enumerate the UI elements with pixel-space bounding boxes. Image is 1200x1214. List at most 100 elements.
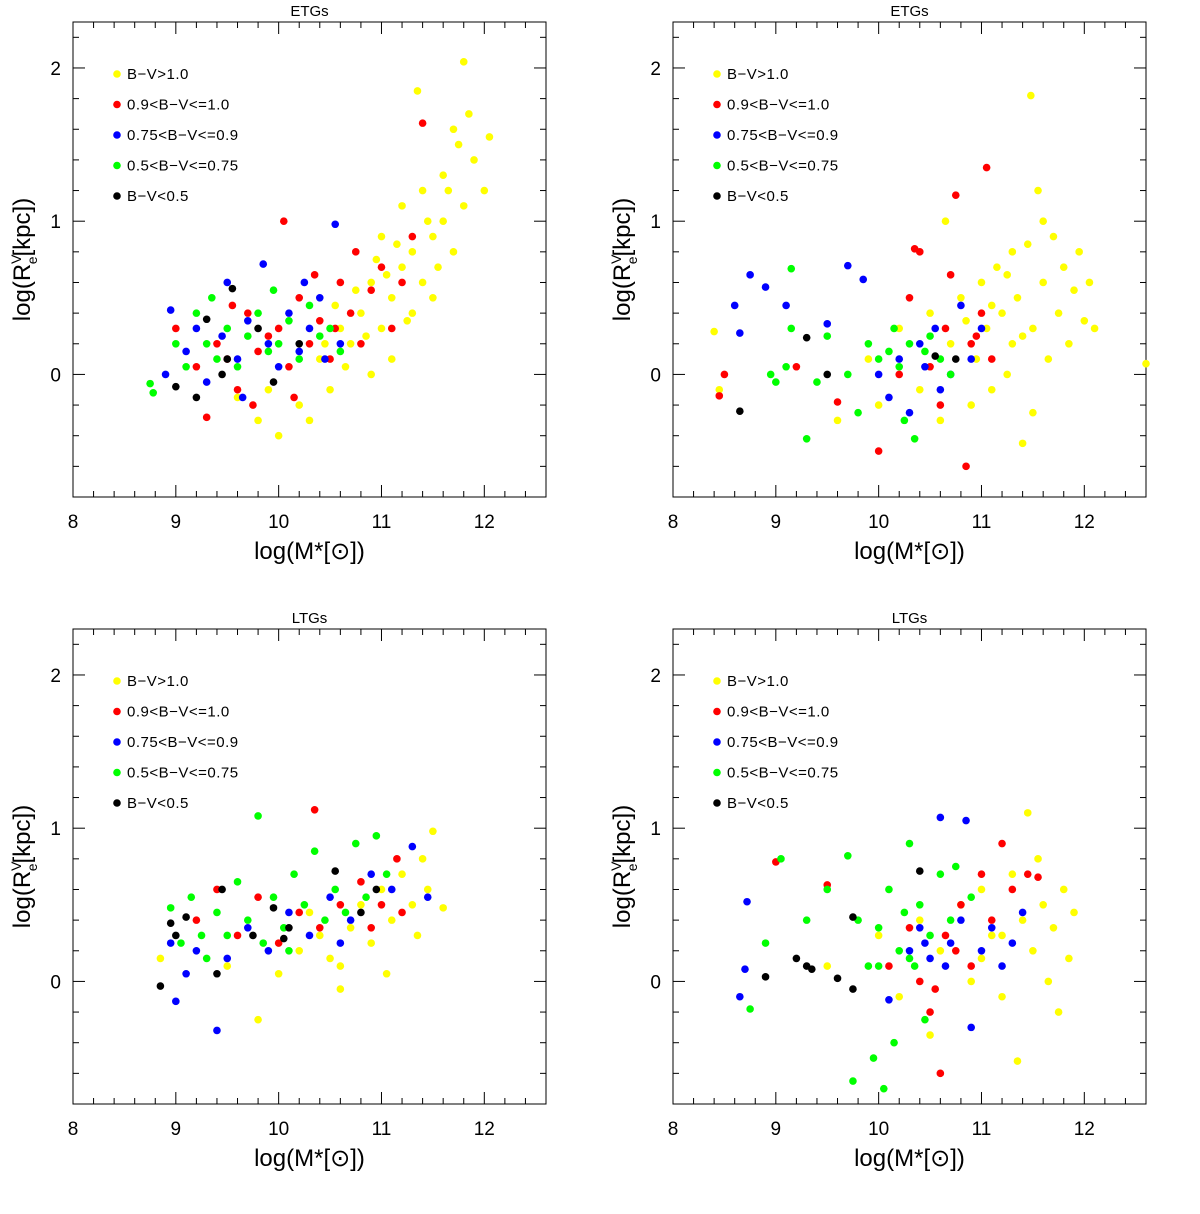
data-point bbox=[331, 220, 340, 229]
data-point bbox=[895, 992, 904, 1001]
data-point bbox=[787, 324, 796, 333]
y-tick-label: 1 bbox=[50, 212, 61, 233]
y-tick-label: 0 bbox=[50, 972, 61, 993]
data-point bbox=[864, 355, 873, 363]
data-point bbox=[941, 962, 950, 970]
data-point bbox=[439, 904, 447, 912]
data-point bbox=[823, 320, 832, 328]
legend-marker bbox=[113, 131, 121, 139]
y-axis-label: log(RVe[kpc]) bbox=[608, 198, 640, 321]
data-point bbox=[977, 309, 986, 317]
legend-marker bbox=[713, 192, 721, 200]
data-point bbox=[146, 379, 154, 388]
legend-label: B−V>1.0 bbox=[727, 673, 789, 690]
y-tick-label: 2 bbox=[50, 666, 61, 687]
data-point bbox=[787, 264, 796, 273]
data-point bbox=[879, 1084, 888, 1093]
data-point bbox=[264, 339, 273, 348]
data-point bbox=[172, 997, 180, 1006]
data-point bbox=[802, 333, 811, 342]
data-point bbox=[864, 339, 873, 348]
data-point bbox=[331, 301, 340, 310]
x-tick-label: 10 bbox=[268, 1119, 289, 1140]
data-point bbox=[900, 908, 909, 917]
data-point bbox=[972, 332, 981, 340]
data-point bbox=[1018, 916, 1027, 924]
series-2 bbox=[166, 842, 432, 1035]
data-point bbox=[967, 893, 975, 901]
data-point bbox=[331, 867, 340, 875]
data-point bbox=[1013, 1057, 1022, 1065]
data-point bbox=[885, 996, 893, 1004]
data-point bbox=[459, 58, 468, 66]
data-point bbox=[341, 908, 350, 917]
data-point bbox=[941, 931, 950, 940]
data-point bbox=[977, 870, 986, 878]
data-point bbox=[915, 385, 924, 394]
data-point bbox=[1085, 278, 1094, 287]
data-point bbox=[429, 827, 437, 836]
data-point bbox=[285, 923, 293, 932]
data-point bbox=[182, 969, 190, 978]
data-point bbox=[936, 870, 945, 878]
legend-marker bbox=[713, 768, 721, 777]
data-point bbox=[485, 133, 494, 141]
data-point bbox=[254, 416, 262, 425]
data-point bbox=[274, 362, 283, 371]
y-axis-label-main: log(R bbox=[609, 264, 636, 321]
data-point bbox=[746, 271, 754, 279]
y-axis-label-tail: [kpc]) bbox=[609, 198, 636, 257]
data-point bbox=[295, 946, 304, 955]
data-point bbox=[967, 355, 975, 363]
data-point bbox=[315, 294, 324, 302]
x-tick-label: 8 bbox=[668, 512, 679, 533]
data-point bbox=[305, 416, 314, 425]
data-point bbox=[977, 885, 986, 894]
data-point bbox=[357, 309, 365, 317]
legend-label: 0.5<B−V<=0.75 bbox=[727, 765, 839, 782]
data-point bbox=[166, 904, 175, 912]
x-tick-label: 9 bbox=[171, 512, 182, 533]
data-point bbox=[936, 1069, 945, 1078]
data-point bbox=[202, 413, 211, 422]
legend-label: 0.5<B−V<=0.75 bbox=[127, 765, 239, 782]
series-3 bbox=[166, 812, 391, 963]
data-point bbox=[987, 931, 996, 940]
data-point bbox=[377, 263, 386, 271]
data-point bbox=[351, 286, 360, 294]
data-point bbox=[936, 813, 945, 822]
data-point bbox=[1065, 339, 1073, 348]
data-point bbox=[926, 954, 934, 963]
data-point bbox=[761, 973, 770, 981]
data-point bbox=[372, 255, 381, 264]
legend-marker bbox=[713, 799, 721, 807]
data-point bbox=[228, 284, 237, 293]
data-point bbox=[895, 370, 904, 379]
data-point bbox=[890, 1038, 898, 1047]
data-point bbox=[1059, 263, 1068, 271]
legend-label: 0.9<B−V<=1.0 bbox=[127, 704, 230, 721]
data-point bbox=[1039, 901, 1047, 909]
data-point bbox=[367, 370, 375, 379]
data-point bbox=[823, 370, 832, 379]
data-point bbox=[295, 355, 304, 363]
y-axis-label-sup: V bbox=[608, 861, 624, 871]
series-0 bbox=[233, 58, 494, 440]
y-axis-label-sub: e bbox=[624, 863, 640, 871]
data-point bbox=[1039, 217, 1047, 225]
data-point bbox=[387, 916, 396, 924]
legend-label: 0.5<B−V<=0.75 bbox=[727, 158, 839, 175]
data-point bbox=[1065, 954, 1073, 963]
legend-label: B−V<0.5 bbox=[727, 188, 789, 205]
data-point bbox=[833, 974, 842, 983]
data-point bbox=[305, 339, 314, 348]
data-point bbox=[946, 271, 955, 279]
data-point bbox=[833, 398, 842, 406]
data-point bbox=[403, 316, 411, 325]
data-point bbox=[285, 362, 293, 371]
data-point bbox=[895, 946, 904, 955]
data-point bbox=[321, 339, 329, 348]
data-point bbox=[202, 339, 211, 348]
data-point bbox=[941, 217, 950, 225]
data-point bbox=[346, 339, 355, 348]
